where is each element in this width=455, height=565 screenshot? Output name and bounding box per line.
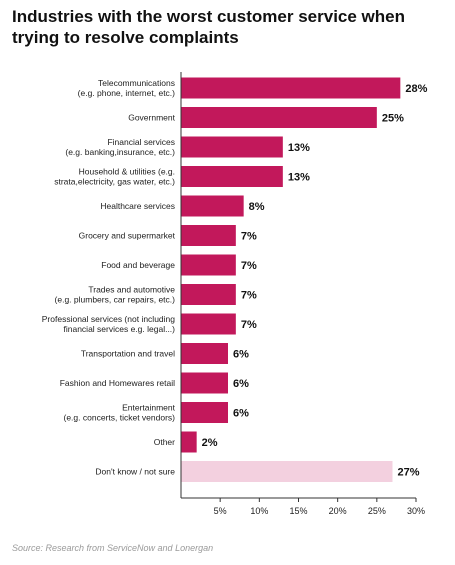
- value-label: 25%: [382, 113, 404, 125]
- bar: [181, 195, 244, 217]
- bar: [181, 225, 236, 246]
- category-label: Trades and automotive (e.g. plumbers, car…: [55, 285, 176, 305]
- bar: [181, 372, 228, 394]
- x-tick-label: 30%: [407, 506, 425, 516]
- bar: [181, 77, 401, 99]
- source-note: Source: Research from ServiceNow and Lon…: [12, 543, 214, 553]
- value-label: 6%: [233, 378, 249, 390]
- x-tick-label: 25%: [368, 506, 386, 516]
- value-label: 27%: [398, 467, 420, 479]
- value-label: 6%: [233, 408, 249, 420]
- category-label: Household & utilities (e.g. strata,electr…: [54, 167, 175, 187]
- x-tick-label: 20%: [329, 506, 347, 516]
- value-label: 7%: [241, 260, 257, 272]
- category-label: Transportation and travel: [81, 349, 175, 359]
- bar: [181, 254, 236, 276]
- bar: [181, 431, 197, 453]
- chart-title: Industries with the worst customer servi…: [12, 6, 442, 48]
- bar: [181, 343, 228, 364]
- value-label: 7%: [241, 231, 257, 243]
- bar: [181, 136, 283, 158]
- value-label: 13%: [288, 172, 310, 184]
- category-label: Other: [154, 437, 175, 447]
- category-label: Professional services (not including fina…: [42, 314, 176, 334]
- value-label: 6%: [233, 349, 249, 361]
- category-label: Food and beverage: [101, 260, 175, 270]
- bar: [181, 166, 283, 187]
- category-label: Grocery and supermarket: [79, 231, 176, 241]
- value-label: 7%: [241, 290, 257, 302]
- bar: [181, 107, 377, 128]
- value-label: 28%: [405, 83, 427, 95]
- category-label: Entertainment (e.g. concerts, ticket vend…: [64, 403, 176, 423]
- category-label: Fashion and Homewares retail: [60, 378, 175, 388]
- bar: [181, 461, 393, 482]
- bar: [181, 313, 236, 335]
- category-label: Healthcare services: [100, 201, 175, 211]
- chart-title-line-1: Industries with the worst customer servi…: [12, 7, 405, 26]
- category-label: Telecommunications (e.g. phone, internet,…: [78, 78, 176, 98]
- value-label: 8%: [249, 201, 265, 213]
- category-label: Don't know / not sure: [95, 467, 175, 477]
- bar-chart: Telecommunications (e.g. phone, internet,…: [42, 72, 428, 516]
- bar: [181, 284, 236, 305]
- chart-title-line-2: trying to resolve complaints: [12, 28, 239, 47]
- bar: [181, 402, 228, 423]
- value-label: 13%: [288, 142, 310, 154]
- category-label: Financial services (e.g. banking,insuranc…: [65, 137, 175, 157]
- value-label: 2%: [202, 437, 218, 449]
- x-tick-label: 15%: [289, 506, 307, 516]
- x-tick-label: 5%: [214, 506, 227, 516]
- category-label: Government: [128, 113, 175, 123]
- value-label: 7%: [241, 319, 257, 331]
- x-tick-label: 10%: [250, 506, 268, 516]
